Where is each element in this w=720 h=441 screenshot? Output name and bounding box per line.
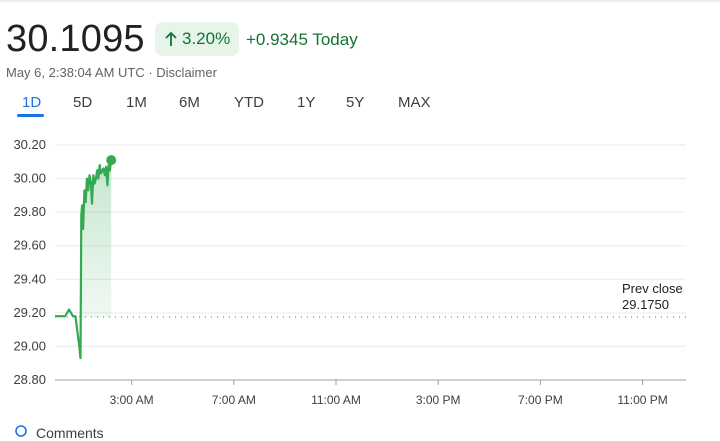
tab-5d[interactable]: 5D	[73, 94, 93, 111]
x-tick-label: 7:00 PM	[518, 393, 563, 407]
tab-ytd[interactable]: YTD	[234, 94, 264, 111]
quote-timestamp[interactable]: May 6, 2:38:04 AM UTC · Disclaimer	[6, 65, 217, 80]
y-tick-label: 29.40	[13, 271, 46, 286]
top-divider	[0, 0, 720, 2]
x-tick-label: 11:00 AM	[311, 393, 361, 407]
y-tick-label: 29.60	[13, 238, 46, 253]
tab-1y[interactable]: 1Y	[297, 94, 316, 111]
y-tick-label: 29.20	[13, 305, 46, 320]
last-price-dot	[106, 155, 117, 166]
tab-5y[interactable]: 5Y	[346, 94, 365, 111]
percent-change-value: 3.20%	[182, 29, 231, 48]
price-chart[interactable]: 30.20 30.00 29.80 29.60 29.40 29.20 29.00 28.80…	[0, 130, 720, 410]
absolute-change: +0.9345 Today	[246, 30, 358, 49]
x-tick-label: 11:00 PM	[617, 393, 667, 407]
y-tick-label: 29.80	[13, 204, 46, 219]
price-line	[55, 159, 113, 360]
prev-close-value: 29.1750	[622, 297, 669, 312]
prev-close-label: Prev close	[622, 281, 683, 296]
comment-icon	[14, 424, 28, 441]
arrow-up-icon	[164, 31, 178, 47]
y-tick-label: 30.00	[13, 171, 46, 186]
percent-change-badge: 3.20%	[155, 22, 240, 56]
y-tick-label: 30.20	[13, 137, 46, 152]
x-tick-label: 3:00 PM	[416, 393, 461, 407]
comments-label: Comments	[36, 424, 104, 441]
tab-1m[interactable]: 1M	[126, 94, 147, 111]
price-area-fill	[80, 160, 112, 359]
comments-link[interactable]: Comments	[14, 424, 104, 441]
tab-6m[interactable]: 6M	[179, 94, 200, 111]
tab-max[interactable]: MAX	[398, 94, 431, 111]
x-tick-label: 3:00 AM	[110, 393, 154, 407]
current-price: 30.1095	[6, 18, 145, 60]
y-tick-label: 29.00	[13, 338, 46, 353]
active-tab-indicator	[17, 114, 44, 117]
tab-1d[interactable]: 1D	[22, 94, 42, 111]
x-tick-label: 7:00 AM	[212, 393, 256, 407]
y-tick-label: 28.80	[13, 372, 46, 387]
